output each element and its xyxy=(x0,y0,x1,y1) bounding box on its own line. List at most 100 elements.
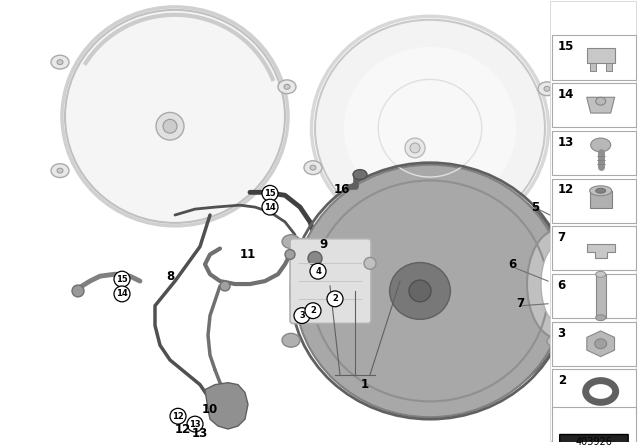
Ellipse shape xyxy=(410,143,420,153)
Text: 8: 8 xyxy=(166,270,174,283)
Ellipse shape xyxy=(72,285,84,297)
Text: 14: 14 xyxy=(557,88,574,101)
Bar xyxy=(552,406,636,448)
Ellipse shape xyxy=(285,250,295,259)
Circle shape xyxy=(114,286,130,302)
Circle shape xyxy=(114,271,130,287)
Text: 2: 2 xyxy=(332,294,338,303)
Ellipse shape xyxy=(320,175,570,407)
Circle shape xyxy=(310,263,326,279)
Ellipse shape xyxy=(596,97,605,105)
Text: 14: 14 xyxy=(116,289,128,298)
Ellipse shape xyxy=(541,246,575,323)
Ellipse shape xyxy=(547,336,565,347)
Polygon shape xyxy=(205,383,248,429)
Text: 10: 10 xyxy=(202,403,218,416)
Ellipse shape xyxy=(278,80,296,94)
Ellipse shape xyxy=(57,60,63,65)
Ellipse shape xyxy=(284,84,290,89)
Ellipse shape xyxy=(353,170,367,180)
Text: 7: 7 xyxy=(557,231,566,244)
Circle shape xyxy=(294,308,310,323)
Ellipse shape xyxy=(51,164,69,177)
Bar xyxy=(552,178,636,223)
Ellipse shape xyxy=(57,168,63,173)
Bar xyxy=(552,35,636,80)
Text: 14: 14 xyxy=(264,202,276,211)
Text: 9: 9 xyxy=(319,238,327,251)
Ellipse shape xyxy=(295,165,565,417)
Polygon shape xyxy=(559,435,628,448)
Bar xyxy=(552,226,636,271)
Text: 3: 3 xyxy=(299,311,305,320)
Ellipse shape xyxy=(591,138,611,152)
Polygon shape xyxy=(587,97,614,113)
Ellipse shape xyxy=(51,55,69,69)
Bar xyxy=(587,47,614,63)
Ellipse shape xyxy=(315,20,545,237)
Ellipse shape xyxy=(596,188,605,193)
FancyBboxPatch shape xyxy=(290,239,371,323)
Text: 3: 3 xyxy=(557,327,566,340)
Bar xyxy=(550,1,636,441)
Circle shape xyxy=(327,291,343,307)
Ellipse shape xyxy=(65,10,285,223)
Text: 11: 11 xyxy=(240,248,256,261)
Text: 2: 2 xyxy=(310,306,316,315)
Ellipse shape xyxy=(544,86,550,91)
Bar xyxy=(589,191,612,208)
Ellipse shape xyxy=(405,138,425,158)
Text: 13: 13 xyxy=(192,427,208,440)
Polygon shape xyxy=(587,244,614,258)
Ellipse shape xyxy=(282,235,300,249)
Ellipse shape xyxy=(595,339,607,349)
Polygon shape xyxy=(587,331,614,357)
Bar xyxy=(552,370,636,414)
Ellipse shape xyxy=(589,186,612,196)
Text: 1: 1 xyxy=(361,378,369,391)
Ellipse shape xyxy=(344,47,516,210)
Text: 403926: 403926 xyxy=(575,437,612,447)
Ellipse shape xyxy=(156,112,184,140)
Bar xyxy=(552,322,636,366)
Ellipse shape xyxy=(552,339,559,344)
Text: 16: 16 xyxy=(334,183,350,196)
Bar xyxy=(552,274,636,318)
Bar xyxy=(552,131,636,175)
Text: 5: 5 xyxy=(531,201,539,214)
Ellipse shape xyxy=(308,251,322,265)
Text: 4: 4 xyxy=(315,267,321,276)
Ellipse shape xyxy=(282,333,300,347)
Text: 2: 2 xyxy=(557,375,566,388)
Text: 15: 15 xyxy=(264,189,276,198)
Bar xyxy=(596,274,605,318)
Ellipse shape xyxy=(596,271,605,277)
Ellipse shape xyxy=(596,315,605,321)
Circle shape xyxy=(262,199,278,215)
Ellipse shape xyxy=(163,119,177,133)
Bar xyxy=(589,63,596,71)
Text: 13: 13 xyxy=(189,420,201,429)
Text: 7: 7 xyxy=(516,297,524,310)
Circle shape xyxy=(170,408,186,424)
Circle shape xyxy=(187,416,203,432)
Ellipse shape xyxy=(538,82,556,96)
Text: 6: 6 xyxy=(508,258,516,271)
Ellipse shape xyxy=(409,280,431,302)
Text: 6: 6 xyxy=(557,279,566,292)
Ellipse shape xyxy=(220,281,230,291)
Ellipse shape xyxy=(310,165,316,170)
Circle shape xyxy=(262,185,278,201)
Bar xyxy=(552,83,636,127)
Ellipse shape xyxy=(390,263,451,319)
Text: 15: 15 xyxy=(116,275,128,284)
Ellipse shape xyxy=(304,161,322,175)
Ellipse shape xyxy=(364,258,376,269)
Text: 13: 13 xyxy=(557,136,574,149)
Text: 12: 12 xyxy=(175,422,191,435)
Text: 12: 12 xyxy=(172,412,184,421)
Circle shape xyxy=(305,303,321,319)
Text: 12: 12 xyxy=(557,183,574,196)
Bar xyxy=(605,63,612,71)
Text: 15: 15 xyxy=(557,40,574,53)
